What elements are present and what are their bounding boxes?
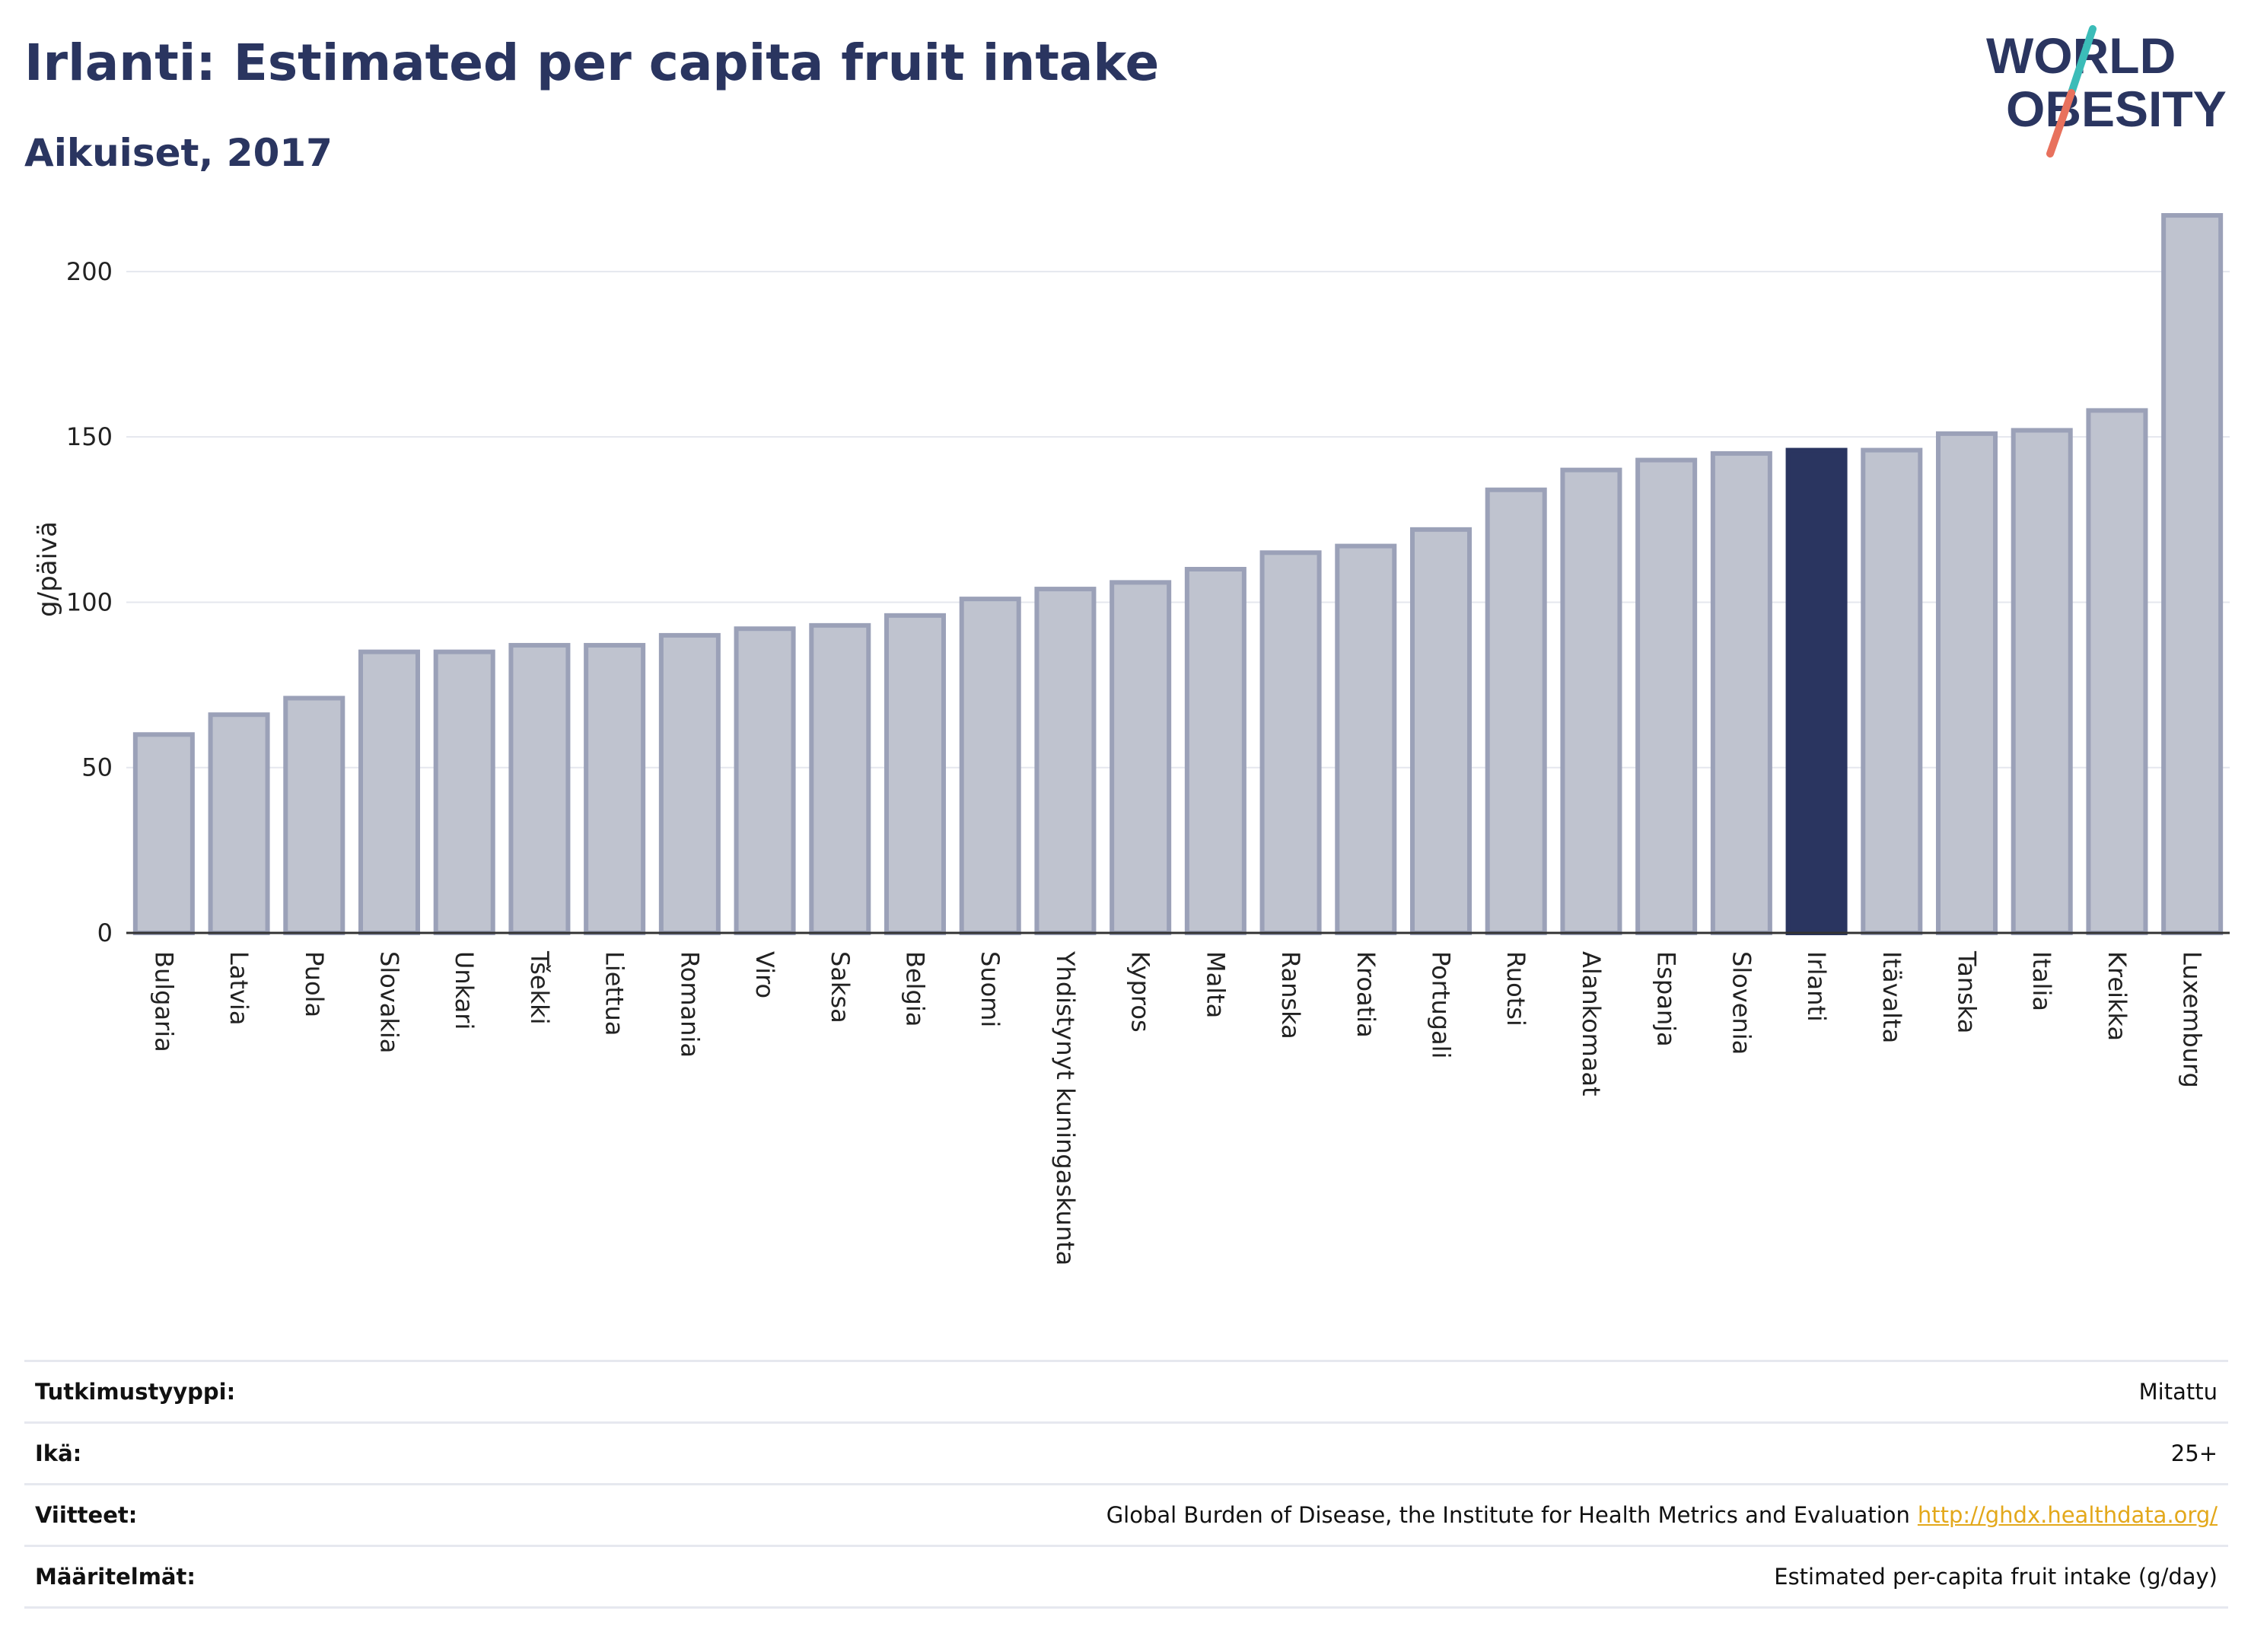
bar-slovakia (358, 649, 421, 935)
x-tick-label: Puola (300, 951, 329, 1017)
bar-puola (283, 695, 345, 935)
meta-value: Global Burden of Disease, the Institute … (1106, 1502, 1910, 1528)
y-tick-label: 100 (66, 587, 113, 616)
y-tick-label: 0 (97, 918, 113, 947)
bar-belgia (884, 613, 947, 935)
x-tick-label: Kreikka (2103, 951, 2132, 1041)
x-tick-label: Ranska (1276, 951, 1305, 1039)
bar-viro (734, 626, 796, 936)
bar-luxemburg (2161, 213, 2224, 935)
y-tick-label: 50 (81, 753, 113, 782)
x-tick-label: Kroatia (1352, 951, 1380, 1038)
x-tick-label: Espanja (1652, 951, 1681, 1047)
x-tick-label: Luxemburg (2178, 951, 2207, 1088)
bar-itävalta (1861, 447, 1923, 935)
bar-saksa (809, 622, 871, 935)
logo-slash-coral (2046, 89, 2075, 158)
bar-irlanti (1785, 447, 1848, 935)
meta-key: Ikä: (35, 1440, 82, 1466)
chart-subtitle: Aikuiset, 2017 (24, 131, 333, 175)
bar-bulgaria (132, 732, 195, 935)
chart-title: Irlanti: Estimated per capita fruit inta… (24, 33, 1160, 92)
bar-ruotsi (1485, 487, 1547, 935)
metadata-table: Tutkimustyyppi: Mitattu Ikä: 25+ Viittee… (24, 1360, 2228, 1609)
meta-key: Viitteet: (35, 1502, 138, 1528)
x-tick-label: Tšekki (525, 950, 554, 1025)
x-tick-label: Romania (675, 951, 704, 1058)
x-tick-label: Viro (750, 951, 779, 998)
y-tick-label: 150 (66, 422, 113, 451)
meta-value: Estimated per-capita fruit intake (g/day… (1774, 1564, 2218, 1590)
x-tick-label: Slovakia (375, 951, 404, 1053)
bar-slovenia (1710, 450, 1772, 935)
x-tick-label: Saksa (826, 951, 855, 1023)
x-tick-label: Italia (2027, 951, 2056, 1011)
bar-kroatia (1335, 543, 1397, 936)
bar-tšekki (508, 642, 571, 935)
reference-link[interactable]: http://ghdx.healthdata.org/ (1917, 1502, 2218, 1528)
bar-romania (658, 632, 721, 936)
world-obesity-logo: WORLD OBESITY (1986, 25, 2227, 158)
bar-tanska (1935, 431, 1998, 935)
x-tick-label: Unkari (450, 951, 479, 1030)
meta-row-study-type: Tutkimustyyppi: Mitattu (24, 1362, 2228, 1424)
x-tick-label: Itävalta (1877, 951, 1906, 1043)
bar-latvia (208, 712, 270, 935)
y-tick-label: 200 (66, 257, 113, 286)
bar-unkari (433, 649, 495, 935)
meta-row-references: Viitteet: Global Burden of Disease, the … (24, 1485, 2228, 1547)
meta-value: Mitattu (2138, 1379, 2218, 1405)
bar-yhdistynyt-kuningaskunta (1034, 587, 1097, 936)
x-tick-label: Portugali (1427, 951, 1456, 1058)
x-tick-label: Tanska (1953, 950, 1982, 1033)
x-tick-label: Liettua (600, 951, 629, 1036)
x-tick-label: Irlanti (1802, 951, 1831, 1022)
logo-line-obesity: OBESITY (2006, 81, 2227, 137)
bar-italia (2011, 428, 2073, 935)
bar-malta (1184, 567, 1246, 935)
bar-ranska (1259, 550, 1322, 935)
x-tick-label: Suomi (976, 951, 1005, 1027)
x-tick-label: Slovenia (1727, 951, 1756, 1055)
x-tick-label: Kypros (1126, 951, 1155, 1033)
meta-key: Määritelmät: (35, 1564, 196, 1590)
bar-portugali (1409, 527, 1473, 935)
x-tick-label: Malta (1201, 951, 1230, 1018)
bar-liettua (584, 642, 646, 935)
bar-chart: 0 50 100 150 200 g/päivä Bulgaria Latvia Puola Sl… (33, 213, 2230, 1265)
bar-kypros (1110, 580, 1172, 936)
meta-value: 25+ (2170, 1440, 2218, 1466)
meta-row-age: Ikä: 25+ (24, 1424, 2228, 1485)
x-tick-label: Bulgaria (149, 951, 178, 1052)
bar-alankomaat (1560, 467, 1622, 935)
bar-suomi (959, 597, 1021, 935)
bar-kreikka (2086, 408, 2148, 935)
x-tick-label: Belgia (901, 951, 930, 1027)
bar-espanja (1635, 457, 1698, 935)
logo-slash-teal (2068, 25, 2097, 97)
x-tick-label: Yhdistynyt kuningaskunta (1051, 950, 1080, 1265)
meta-key: Tutkimustyyppi: (35, 1379, 236, 1405)
x-tick-label: Alankomaat (1577, 951, 1606, 1097)
meta-row-definitions: Määritelmät: Estimated per-capita fruit … (24, 1547, 2228, 1609)
x-tick-label: Latvia (224, 951, 253, 1025)
x-tick-label: Ruotsi (1501, 951, 1530, 1027)
y-axis-title: g/päivä (33, 521, 63, 617)
meta-value-wrap: Global Burden of Disease, the Institute … (1106, 1502, 2218, 1528)
